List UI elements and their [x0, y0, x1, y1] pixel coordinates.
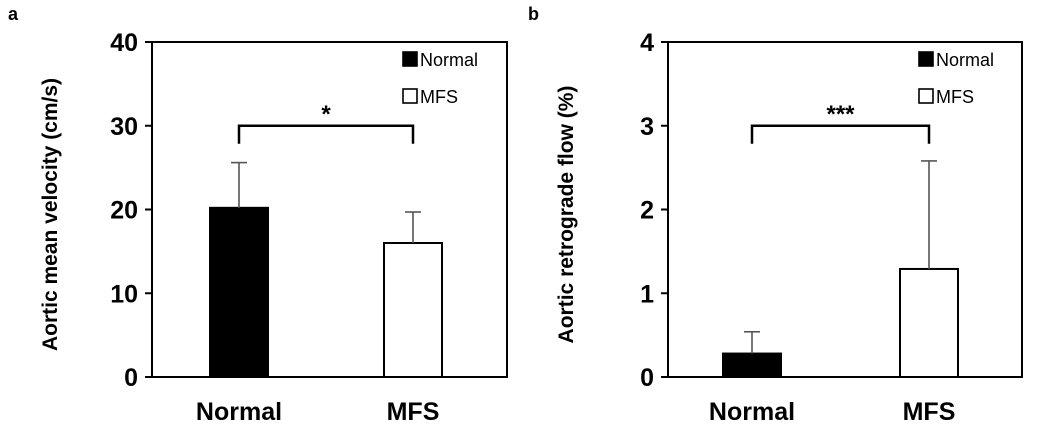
x-tick-label: MFS: [387, 398, 440, 426]
y-axis-label: Aortic retrograde flow (%): [555, 86, 578, 344]
legend-swatch: [918, 88, 934, 104]
legend-label: MFS: [936, 87, 974, 107]
y-tick-label: 10: [110, 280, 138, 308]
y-tick-label: 0: [640, 364, 654, 392]
y-tick-label: 40: [110, 29, 138, 57]
y-tick-label: 4: [640, 29, 654, 57]
y-tick-label: 3: [640, 113, 654, 141]
x-tick-label: Normal: [196, 398, 282, 426]
x-tick-label: MFS: [903, 398, 956, 426]
y-axis-label: Aortic mean velocity (cm/s): [39, 78, 62, 351]
panel-label: b: [528, 4, 539, 24]
significance-bracket: [237, 124, 415, 144]
x-tick-label: Normal: [709, 398, 795, 426]
significance-marker: *: [321, 101, 331, 128]
bar: [722, 352, 782, 378]
legend-label: Normal: [420, 50, 478, 70]
y-tick-label: 1: [640, 280, 654, 308]
legend-swatch: [918, 51, 934, 67]
y-tick-label: 20: [110, 197, 138, 225]
legend-swatch: [402, 88, 418, 104]
significance-bracket: [750, 124, 931, 144]
legend-swatch: [402, 51, 418, 67]
y-tick-label: 30: [110, 113, 138, 141]
y-tick-label: 2: [640, 197, 654, 225]
bar: [899, 267, 959, 378]
legend-label: Normal: [936, 50, 994, 70]
bar: [209, 206, 269, 378]
y-tick-label: 0: [124, 364, 138, 392]
panel-label: a: [8, 4, 19, 24]
significance-marker: ***: [826, 101, 855, 128]
bar: [383, 242, 443, 378]
legend-label: MFS: [420, 87, 458, 107]
